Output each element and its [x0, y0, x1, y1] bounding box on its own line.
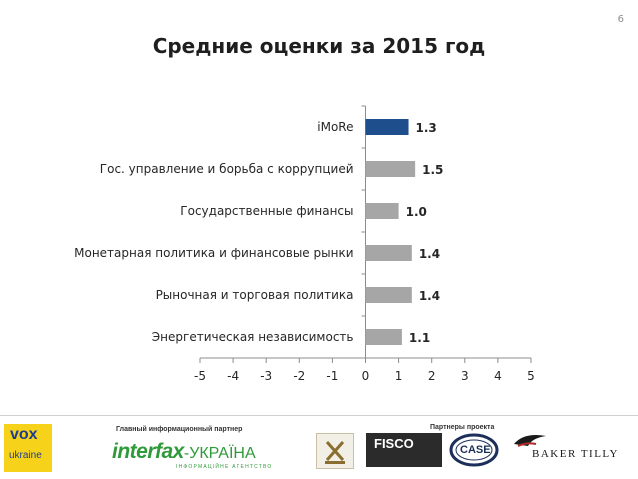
category-label: iMoRe: [317, 120, 353, 134]
category-label: Монетарная политика и финансовые рынки: [74, 246, 353, 260]
category-label: Рыночная и торговая политика: [156, 288, 354, 302]
x-tick-label: 5: [527, 369, 535, 383]
interfax-suffix: -УКРАЇНА: [183, 445, 256, 462]
main-partner-label: Главный информационный партнер: [116, 426, 243, 433]
case-emblem-icon: [449, 433, 499, 467]
dixi-group-logo: [316, 433, 354, 469]
bar: [365, 119, 409, 135]
bar: [365, 245, 412, 261]
x-tick-label: 1: [395, 369, 403, 383]
fisco-logo-text: FISCO: [374, 436, 414, 451]
bird-icon: [514, 435, 546, 447]
category-label: Государственные финансы: [180, 204, 353, 218]
fisco-logo: FISCO: [366, 433, 442, 467]
x-tick-label: -3: [260, 369, 272, 383]
bar: [365, 203, 399, 219]
category-label: Энергетическая независимость: [152, 330, 354, 344]
data-label: 1.4: [419, 289, 440, 303]
baker-tilly-logo: BAKER TILLY: [510, 430, 636, 470]
data-label: 1.1: [409, 331, 430, 345]
x-tick-label: -5: [194, 369, 206, 383]
dixi-emblem-icon: [325, 441, 345, 464]
chart-title: Средние оценки за 2015 год: [152, 34, 486, 58]
baker-tilly-text: BAKER TILLY: [532, 448, 619, 460]
footer-divider: [0, 415, 638, 416]
x-tick-label: 0: [362, 369, 370, 383]
partners-label: Партнеры проекта: [430, 424, 495, 431]
page-number: 6: [617, 14, 624, 25]
interfax-brand: interfax: [112, 440, 184, 463]
x-tick-label: -1: [326, 369, 338, 383]
interfax-subtitle: ІНФОРМАЦІЙНЕ АГЕНТСТВО: [176, 464, 273, 470]
case-logo-text: CASE: [460, 444, 491, 456]
bar: [365, 287, 412, 303]
bar: [365, 329, 402, 345]
x-tick-label: -2: [293, 369, 305, 383]
vox-logo-text: vox: [10, 426, 38, 443]
interfax-logo: interfax-УКРАЇНА ІНФОРМАЦІЙНЕ АГЕНТСТВО: [112, 440, 282, 470]
vox-ukraine-logo: vox ukraine: [4, 424, 52, 472]
x-tick-label: -4: [227, 369, 239, 383]
bar-chart: -5 -4 -3 -2 -1 0 1 2 3 4 5 iMoRe 1.3 Гос. управление …: [74, 105, 535, 383]
data-label: 1.0: [406, 205, 427, 219]
data-label: 1.4: [419, 247, 440, 261]
case-logo: CASE: [449, 433, 499, 467]
x-tick-label: 4: [494, 369, 502, 383]
x-tick-label: 3: [461, 369, 469, 383]
data-label: 1.5: [422, 163, 443, 177]
data-label: 1.3: [416, 121, 437, 135]
bar: [365, 161, 416, 177]
vox-logo-subtext: ukraine: [9, 450, 42, 461]
category-label: Гос. управление и борьба с коррупцией: [100, 162, 354, 176]
x-tick-label: 2: [428, 369, 436, 383]
